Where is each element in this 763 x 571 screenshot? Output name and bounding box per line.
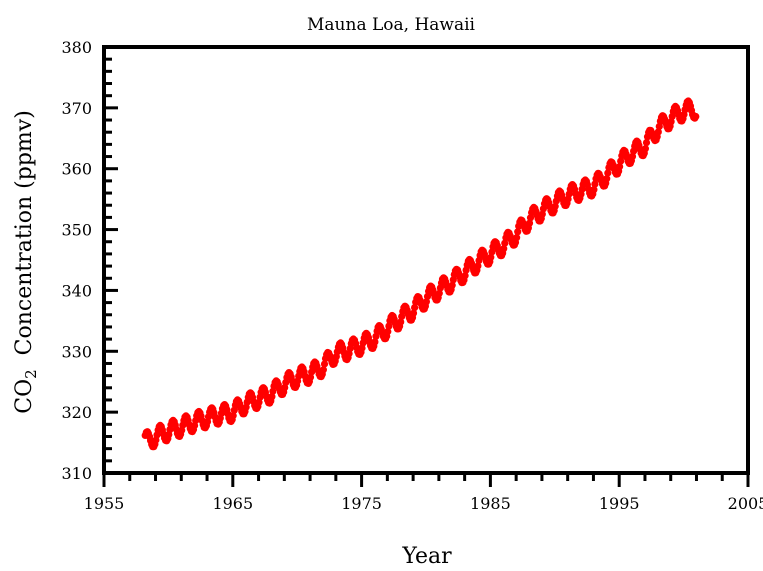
data-point [641,145,650,153]
y-tick-label: 320 [61,403,92,422]
data-point [448,281,456,289]
data-point [384,327,392,336]
data-point [229,412,237,420]
data-point [268,393,276,401]
y-axis-label-suffix: Concentration (ppmv) [12,110,37,369]
data-point [692,112,700,121]
x-tick-label: 1985 [470,494,511,513]
data-point [538,210,546,218]
data-point [319,366,327,374]
data-point [616,163,624,171]
y-axis-label-subscript: 2 [22,369,40,379]
x-tick-label: 1965 [212,494,253,513]
y-tick-label: 350 [61,221,92,240]
data-point [435,289,443,297]
y-tick-label: 370 [61,99,92,118]
data-point [397,318,405,326]
y-axis-ticks: 310 320 330 340 350 360 370 380 [61,38,118,483]
data-point [320,360,329,368]
data-point [500,245,508,253]
data-point [371,338,379,346]
data-point [513,234,521,242]
data-point [525,219,534,227]
y-tick-label: 340 [61,281,92,300]
data-point [642,139,651,147]
x-tick-label: 1975 [341,494,382,513]
data-point [411,304,419,312]
data-point [409,309,418,317]
plot-frame [102,45,750,475]
data-points [141,97,700,451]
x-tick-label: 1955 [84,494,125,513]
y-tick-label: 360 [61,160,92,179]
data-point [422,298,430,306]
y-axis-label: CO2 Concentration (ppmv) [12,110,40,414]
data-point [604,169,612,177]
chart-title: Mauna Loa, Hawaii [307,15,476,35]
x-axis-ticks: 1955 1965 1975 1985 1995 2005 [84,473,763,513]
y-tick-label: 330 [61,342,92,361]
data-point [474,262,482,270]
data-point [501,239,509,247]
y-axis-label-prefix: CO [12,379,37,414]
x-tick-label: 2005 [728,494,763,513]
y-tick-label: 310 [61,464,92,483]
data-point [603,175,611,183]
y-tick-label: 380 [61,38,92,57]
data-point [461,272,469,280]
data-point [514,228,522,236]
data-point [590,186,598,194]
data-point [654,128,662,136]
x-tick-label: 1995 [599,494,640,513]
x-axis-label: Year [401,544,452,569]
